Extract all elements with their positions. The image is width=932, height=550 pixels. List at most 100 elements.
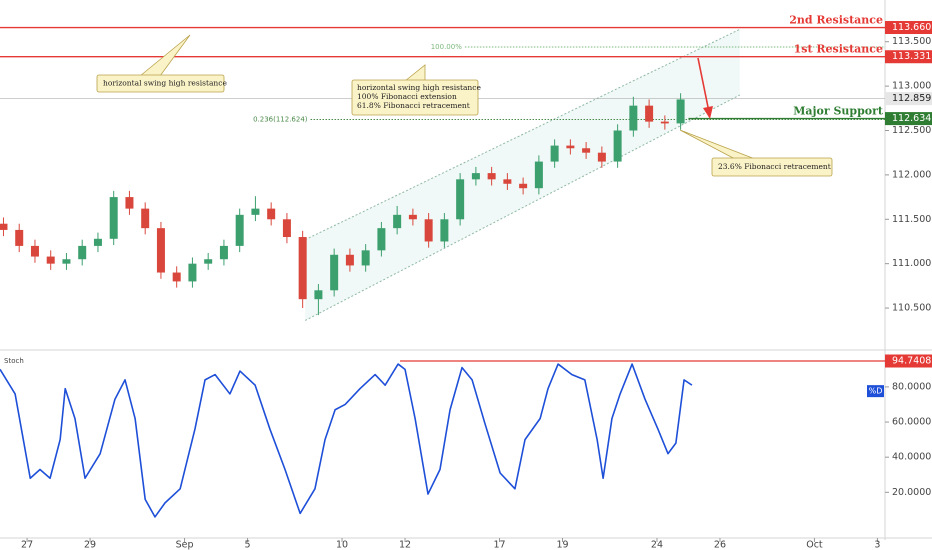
x-tick-label: 19 [556,540,568,550]
candle-body [62,259,71,264]
candle-body [0,223,8,230]
level-box [885,21,932,35]
callout-text: horizontal swing high resistance [103,79,227,88]
candle-body [109,197,118,239]
y-tick-label: 40.0000 [892,452,931,463]
x-tick-label: Oct [806,540,823,550]
channel-lower [304,94,741,321]
candle-body [629,105,638,131]
x-tick-label: 5 [245,540,251,550]
x-tick-label: 29 [84,540,96,550]
x-tick-label: Sep [176,540,194,550]
candle-body [251,208,260,215]
callout-text: 100% Fibonacci extension [357,92,457,101]
candle-body [534,161,543,189]
x-tick-label: 26 [714,540,726,550]
candle-body [125,197,134,209]
y-tick-label: 60.0000 [892,417,931,428]
candle-body [377,228,386,251]
plot-layer: 110.500 111.000 111.500 112.000 112.500 113.0… [0,14,932,550]
y-tick-label: 113.000 [892,81,931,92]
candle-body [519,183,528,189]
callout-text: 61.8% Fibonacci retracement [357,101,470,110]
y-tick-label: 112.000 [892,169,931,180]
x-tick-label: 27 [21,540,33,550]
candle-body [676,99,685,124]
callout-box [96,74,225,93]
y-tick-label: 112.500 [892,125,931,136]
candle-body [330,254,339,291]
fib-label: 0.236(112.624) [253,115,308,123]
candle-body [141,208,150,229]
legend-label: %D [869,387,883,396]
candle-body [93,238,102,246]
candle-body [15,229,24,246]
candle-body [393,214,402,229]
candle-body [188,263,197,282]
y-tick-label: 111.500 [892,214,931,225]
candle-body [645,105,654,122]
candle-body [267,208,276,220]
fib-label: 100.00% [431,43,462,51]
candle-body [172,272,181,282]
level-name: Major Support [793,105,884,118]
level-name: 1st Resistance [794,43,883,56]
candle-body [408,214,417,220]
last-price-box [885,92,932,106]
callout-box [351,79,479,116]
candle-body [440,219,449,242]
level-label: 113.660 [892,22,931,33]
callout-box [711,157,833,177]
y-tick-label: 113.500 [892,36,931,47]
last-price-label: 112.859 [892,93,931,104]
candle-body [314,290,323,300]
candle-body [471,173,480,180]
y-tick-label: 111.000 [892,258,931,269]
x-tick-label: 10 [336,540,348,550]
level-box [885,112,932,126]
candle-body [456,179,465,220]
callout: 23.6% Fibonacci retracement [679,129,833,177]
candle-body [30,245,39,257]
arrow [697,57,710,113]
callout-text: 23.6% Fibonacci retracement [718,162,831,171]
candle-body [566,145,575,149]
channel-fill [305,29,740,321]
stoch-line [0,363,693,518]
candle-body [298,237,307,300]
level-name: 2nd Resistance [789,14,883,27]
panel-title: Stoch [4,357,24,365]
y-tick-label: 20.0000 [892,487,931,498]
x-tick-label: 3 [874,540,880,550]
level-label: 112.634 [892,113,931,124]
arrow-head [703,106,713,119]
candle-body [282,219,291,238]
x-tick-label: 24 [651,540,663,550]
callout: horizontal swing high resistance [96,34,227,93]
level-box [885,50,932,64]
candle-body [235,214,244,246]
candle-body [424,219,433,242]
level-label: 94.7408 [892,355,931,366]
candle-body [204,259,213,264]
candle-body [487,173,496,180]
x-tick-label: 17 [493,540,505,550]
candle-body [582,148,591,153]
candle-body [361,250,370,266]
callout: horizontal swing high resistance 100% Fi… [351,64,481,116]
level-label: 113.331 [892,51,931,62]
candle-body [219,245,228,260]
level-box [885,354,932,368]
legend-box [867,385,884,398]
x-tick-label: 12 [399,540,411,550]
candle-body [550,145,559,162]
candle-body [78,245,87,260]
candle-body [345,254,354,266]
callout-text: horizontal swing high resistance [357,83,481,92]
candle-body [46,256,55,264]
y-tick-label: 110.500 [892,303,931,314]
candle-body [503,179,512,184]
candle-body [156,228,165,273]
candle-body [660,121,669,124]
